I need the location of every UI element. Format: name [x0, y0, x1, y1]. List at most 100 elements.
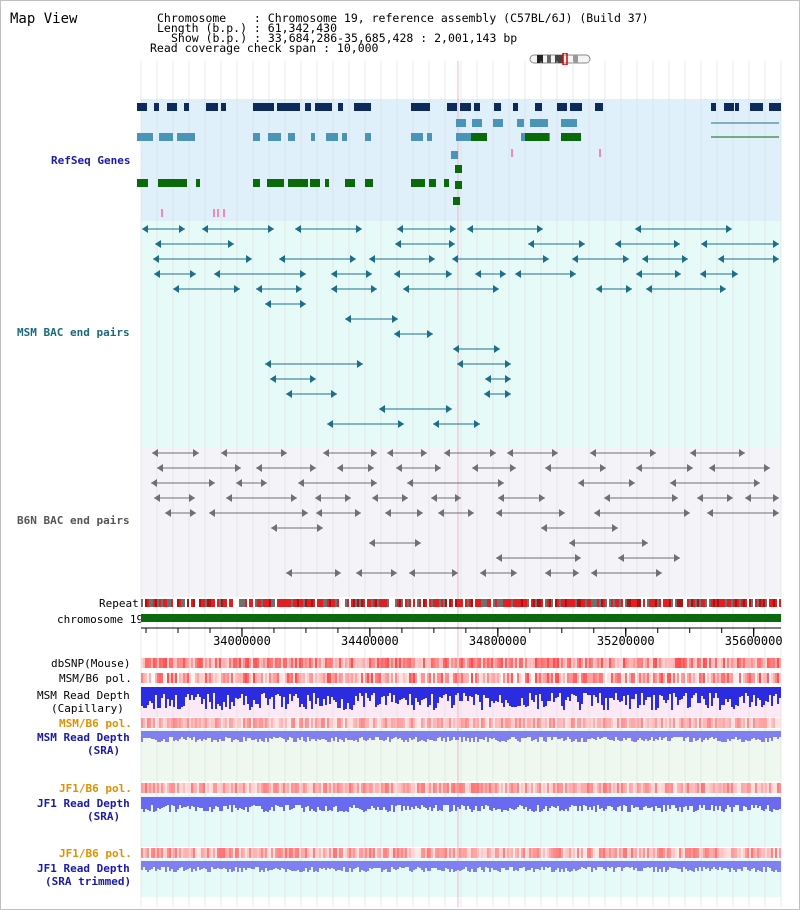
jf1-trimmed-depth-bar [621, 861, 623, 871]
msm-capillary-depth-bar [669, 687, 671, 694]
dbsnp-cell [245, 658, 247, 668]
msm-b6-pol-cell [463, 673, 465, 683]
repeat-segment [735, 599, 737, 607]
b6n-bac-left-end [507, 449, 513, 457]
jf1-b6-pol-2-cell [749, 848, 751, 858]
msm-b6-pol-cell [479, 673, 481, 683]
jf1-sra-depth-bar [575, 797, 577, 806]
jf1-trimmed-depth-bar [353, 861, 355, 869]
jf1-b6-pol-2-cell [407, 848, 409, 858]
repeat-segment [599, 599, 601, 607]
jf1-b6-pol-cell [505, 783, 507, 793]
jf1-sra-depth-bar [413, 797, 415, 809]
jf1-sra-depth-bar [405, 797, 407, 810]
jf1-b6-pol-cell [441, 783, 443, 793]
repeat-segment [561, 599, 563, 607]
msm-b6-pol-2-cell [155, 718, 157, 728]
msm-b6-pol-2-cell [333, 718, 335, 728]
jf1-b6-pol-cell [309, 783, 311, 793]
repeat-segment [307, 599, 309, 607]
msm-sra-depth-bar [237, 731, 239, 740]
msm-sra-depth-bar [355, 731, 357, 740]
msm-capillary-depth-bar [623, 687, 625, 696]
jf1-sra-depth-bar [697, 797, 699, 810]
dbsnp-cell [269, 658, 271, 668]
msm-capillary-depth-bar [461, 687, 463, 701]
msm-b6-pol-cell [545, 673, 547, 683]
repeat-segment [559, 599, 561, 607]
jf1-b6-pol-2-cell [369, 848, 371, 858]
msm-b6-pol-cell [499, 673, 501, 683]
msm-capillary-depth-bar [423, 687, 425, 699]
msm-b6-pol-2-cell [769, 718, 771, 728]
msm-b6-pol-cell [353, 673, 355, 683]
dbsnp-cell [685, 658, 687, 668]
dbsnp-cell [561, 658, 563, 668]
dbsnp-cell [457, 658, 459, 668]
jf1-b6-pol-cell [197, 783, 199, 793]
b6n-bac-right-end [629, 479, 635, 487]
jf1-sra-depth-bar [213, 797, 215, 809]
jf1-trimmed-depth-bar [637, 861, 639, 871]
msm-b6-pol-2-cell [647, 718, 649, 728]
jf1-sra-depth-bar [201, 797, 203, 808]
msm-sra-depth-bar [551, 731, 553, 740]
msm-b6-pol-2-cell [345, 718, 347, 728]
jf1-b6-pol-cell [497, 783, 499, 793]
repeat-segment [333, 599, 335, 607]
msm-b6-pol-2-cell [749, 718, 751, 728]
chromosome-ideogram[interactable] [529, 53, 591, 65]
repeat-segment [481, 599, 483, 607]
msm-capillary-depth-bar [375, 687, 377, 707]
msm-b6-pol-2-cell [665, 718, 667, 728]
repeat-segment [555, 599, 557, 607]
msm-b6-pol-2-cell [545, 718, 547, 728]
repeat-segment [359, 599, 361, 607]
jf1-b6-pol-cell [455, 783, 457, 793]
msm-b6-pol-2-cell [561, 718, 563, 728]
jf1-b6-pol-2-cell [269, 848, 271, 858]
msm-b6-pol-2-cell [677, 718, 679, 728]
dbsnp-cell [541, 658, 543, 668]
gene-row-1-exon [595, 103, 603, 111]
msm-b6-pol-2-cell [141, 718, 143, 728]
msm-sra-depth-bar [319, 731, 321, 740]
jf1-b6-pol-cell [171, 783, 173, 793]
repeat-segment [531, 599, 533, 607]
jf1-trimmed-depth-bar [761, 861, 763, 872]
gene-row-3-exon [326, 133, 338, 141]
dbsnp-cell [567, 658, 569, 668]
msm-capillary-depth-bar [381, 687, 383, 697]
msm-b6-pol-2-cell [449, 718, 451, 728]
dbsnp-cell [621, 658, 623, 668]
msm-capillary-depth-bar [741, 687, 743, 696]
jf1-sra-depth-bar [609, 797, 611, 806]
repeat-segment [215, 599, 217, 607]
msm-sra-depth-bar [227, 731, 229, 738]
msm-sra-depth-bar [661, 731, 663, 740]
jf1-sra-depth-bar [519, 797, 521, 805]
jf1-b6-pol-2-cell [599, 848, 601, 858]
jf1-trimmed-depth-bar [365, 861, 367, 872]
jf1-b6-pol-cell [265, 783, 267, 793]
msm-bac-right-end [179, 225, 185, 233]
dbsnp-cell [443, 658, 445, 668]
dbsnp-cell [235, 658, 237, 668]
msm-b6-pol-cell [143, 673, 145, 683]
msm-b6-pol-2-cell [161, 718, 163, 728]
msm-b6-pol-cell [409, 673, 411, 683]
msm-bac-left-end [452, 255, 458, 263]
jf1-trimmed-depth-bar [157, 861, 159, 869]
msm-bac-left-end [327, 420, 333, 428]
jf1-sra-depth-bar [259, 797, 261, 806]
dbsnp-cell [171, 658, 173, 668]
msm-b6-pol-2-cell [255, 718, 257, 728]
jf1-b6-pol-cell [565, 783, 567, 793]
msm-sra-depth-bar [671, 731, 673, 738]
repeat-segment [461, 599, 463, 607]
repeat-segment [767, 599, 769, 607]
dbsnp-cell [385, 658, 387, 668]
dbsnp-cell [461, 658, 463, 668]
repeat-segment [471, 599, 473, 607]
